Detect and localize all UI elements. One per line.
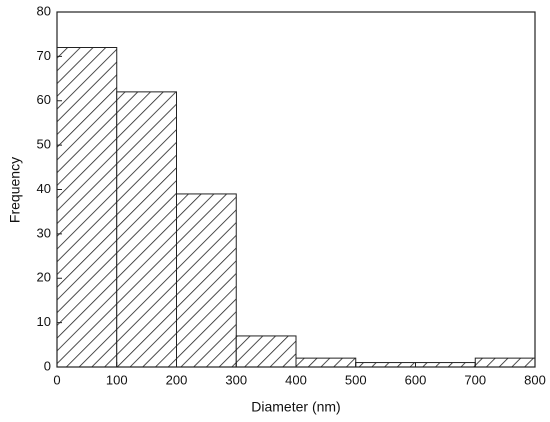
bar — [56, 47, 118, 368]
y-tick-label: 50 — [37, 137, 51, 152]
y-tick-label: 30 — [37, 225, 51, 240]
x-tick-label: 600 — [405, 372, 427, 387]
y-tick-label: 80 — [37, 3, 51, 18]
y-tick-label: 70 — [37, 48, 51, 63]
x-tick-label: 300 — [225, 372, 247, 387]
y-tick-label: 20 — [37, 270, 51, 285]
y-tick-label: 40 — [37, 181, 51, 196]
bar — [116, 91, 177, 368]
y-tick-label: 60 — [37, 92, 51, 107]
x-tick-label: 400 — [285, 372, 307, 387]
y-tick-label: 10 — [37, 314, 51, 329]
bar — [355, 362, 416, 368]
bar — [176, 193, 237, 368]
x-axis-title: Diameter (nm) — [251, 399, 340, 415]
bar — [415, 362, 476, 368]
y-axis-title: Frequency — [7, 157, 23, 223]
bar — [474, 357, 536, 368]
x-tick-label: 700 — [464, 372, 486, 387]
x-tick-label: 0 — [53, 372, 60, 387]
x-tick-label: 100 — [106, 372, 128, 387]
x-tick-label: 200 — [166, 372, 188, 387]
x-tick-label: 500 — [345, 372, 367, 387]
bar — [295, 357, 357, 368]
bar — [235, 335, 297, 368]
y-tick-label: 0 — [44, 358, 51, 373]
x-tick-label: 800 — [524, 372, 546, 387]
